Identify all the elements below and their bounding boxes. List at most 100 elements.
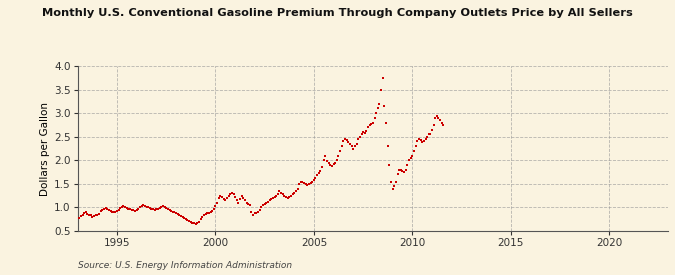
Point (155, 206, 165, 210)
Point (86, 213, 97, 218)
Point (186, 219, 196, 224)
Point (92, 212, 103, 217)
Point (118, 204, 129, 209)
Point (427, 127, 437, 132)
Point (329, 160, 340, 165)
Point (367, 120, 378, 125)
Point (361, 129, 372, 133)
Point (406, 156, 416, 160)
Point (381, 120, 392, 125)
Point (126, 208, 137, 212)
Point (413, 137, 424, 141)
Point (294, 182, 304, 186)
Point (305, 181, 316, 185)
Point (333, 153, 344, 158)
Point (97, 208, 107, 212)
Point (194, 219, 205, 224)
Point (437, 120, 448, 125)
Point (146, 207, 157, 211)
Point (399, 170, 410, 174)
Point (315, 169, 326, 173)
Point (438, 123, 449, 127)
Point (233, 200, 244, 205)
Point (211, 200, 222, 205)
Point (156, 205, 167, 209)
Point (396, 167, 406, 172)
Point (251, 211, 262, 215)
Point (87, 215, 98, 219)
Point (313, 171, 324, 176)
Point (351, 142, 362, 146)
Point (430, 116, 441, 120)
Point (209, 207, 219, 211)
Point (76, 214, 86, 218)
Point (205, 210, 216, 214)
Point (292, 186, 303, 191)
Point (362, 125, 373, 130)
Point (113, 208, 124, 212)
Point (415, 138, 426, 143)
Point (103, 208, 114, 213)
Point (340, 137, 350, 141)
Point (412, 139, 423, 144)
Point (435, 118, 446, 122)
Point (184, 218, 194, 223)
Point (125, 207, 136, 211)
Point (204, 211, 215, 215)
Point (343, 140, 354, 145)
Point (100, 206, 111, 211)
Point (308, 178, 319, 182)
Point (180, 216, 191, 221)
Point (284, 195, 295, 199)
Point (246, 210, 257, 214)
Point (240, 198, 250, 203)
Point (344, 142, 355, 146)
Point (423, 132, 434, 137)
Point (140, 204, 151, 208)
Point (230, 195, 240, 199)
Point (269, 195, 280, 199)
Point (182, 218, 193, 222)
Point (213, 196, 224, 200)
Y-axis label: Dollars per Gallon: Dollars per Gallon (40, 101, 50, 196)
Point (422, 134, 433, 139)
Point (416, 140, 427, 145)
Point (256, 205, 267, 210)
Point (418, 139, 429, 144)
Point (338, 139, 349, 144)
Point (197, 215, 208, 219)
Point (226, 191, 237, 196)
Point (200, 212, 211, 216)
Point (290, 189, 301, 193)
Point (410, 144, 421, 148)
Point (210, 204, 221, 209)
Point (288, 192, 298, 196)
Point (190, 222, 201, 226)
Point (379, 104, 389, 108)
Point (189, 221, 200, 226)
Point (220, 198, 231, 203)
Point (317, 165, 327, 170)
Point (79, 211, 90, 215)
Point (74, 216, 84, 220)
Point (84, 212, 95, 217)
Point (122, 206, 132, 210)
Point (130, 208, 140, 213)
Point (366, 121, 377, 126)
Point (275, 191, 286, 196)
Point (169, 210, 180, 214)
Point (142, 205, 153, 210)
Point (382, 144, 393, 148)
Point (259, 202, 270, 206)
Point (323, 160, 334, 165)
Text: Monthly U.S. Conventional Gasoline Premium Through Company Outlets Price by All : Monthly U.S. Conventional Gasoline Premi… (42, 8, 633, 18)
Point (223, 193, 234, 198)
Point (274, 189, 285, 193)
Point (277, 192, 288, 196)
Point (397, 169, 408, 173)
Point (298, 181, 309, 185)
Point (371, 111, 381, 115)
Point (192, 221, 202, 226)
Point (350, 144, 360, 148)
Point (300, 182, 311, 186)
